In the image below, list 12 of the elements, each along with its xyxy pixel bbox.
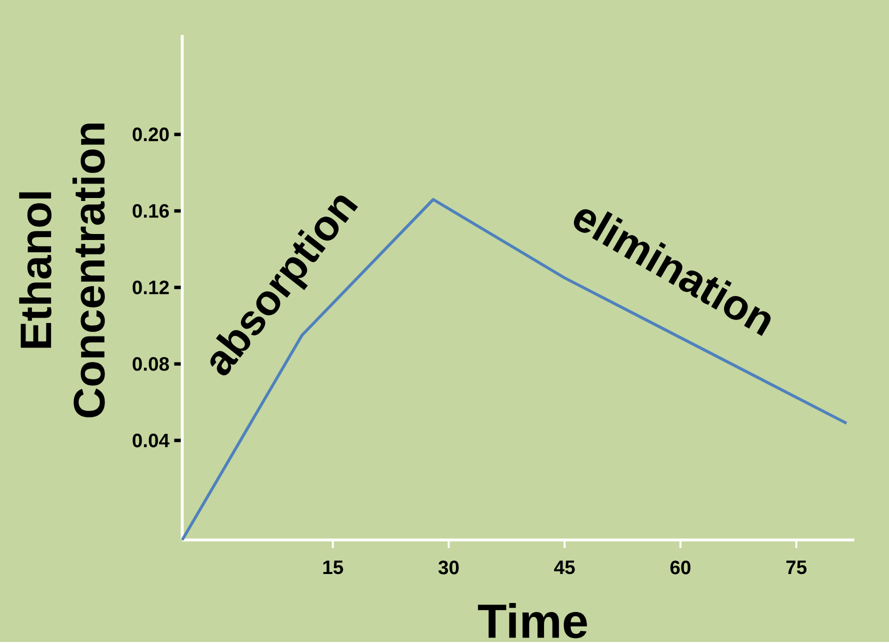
y-tick-label: 0.20 <box>132 128 169 142</box>
x-tick-label: 75 <box>786 560 807 574</box>
x-tick-label: 60 <box>670 560 690 574</box>
x-tick-label: 45 <box>554 560 575 574</box>
x-tick-label: 30 <box>438 560 459 574</box>
y-tick-label: 0.04 <box>132 434 170 448</box>
x-axis-title: Time <box>478 603 587 638</box>
y-tick-label: 0.12 <box>132 280 169 294</box>
x-tick-label: 15 <box>323 560 344 574</box>
y-tick-label: 0.16 <box>132 204 169 218</box>
y-tick-label: 0.08 <box>132 357 169 371</box>
y-axis-title: Ethanol Concentration <box>19 124 105 418</box>
